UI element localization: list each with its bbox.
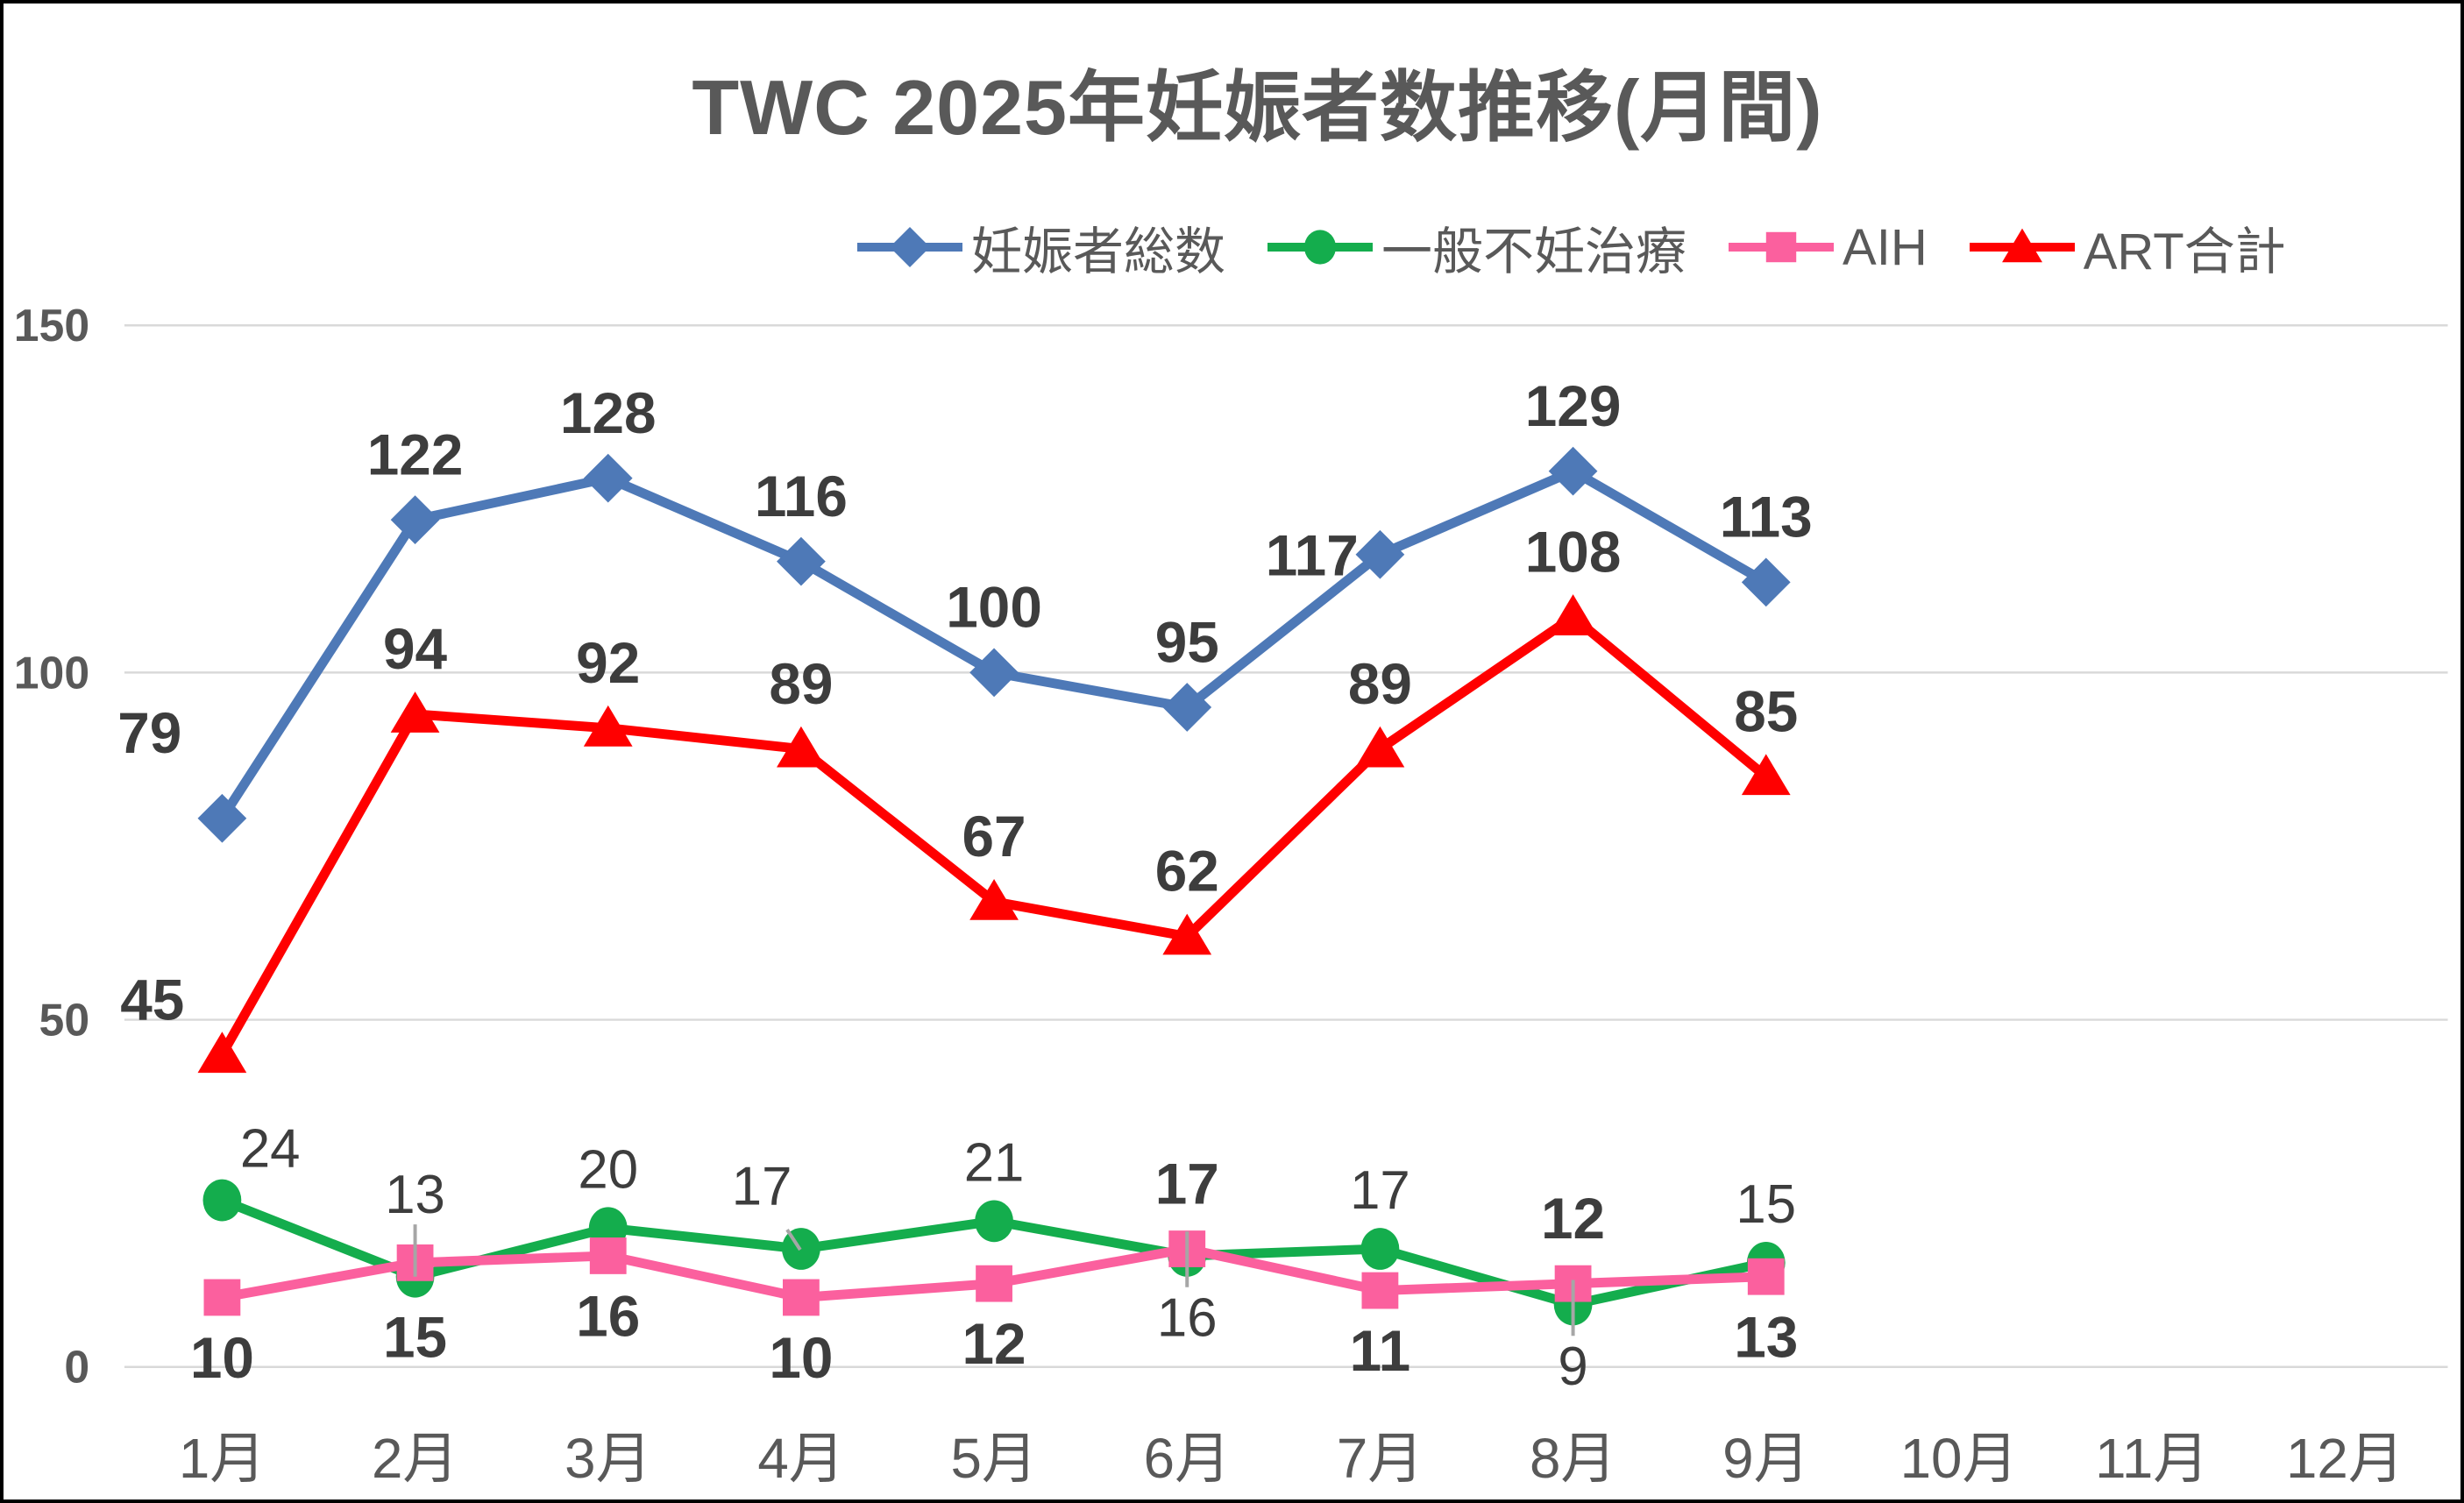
chart-legend: 妊娠者総数 一般不妊治療 AIH ART合計 [856, 210, 2286, 284]
series-ART合計 [197, 594, 1791, 1074]
svg-text:89: 89 [769, 652, 833, 716]
svg-text:116: 116 [755, 464, 848, 528]
svg-text:24: 24 [240, 1119, 301, 1180]
svg-text:12: 12 [1541, 1187, 1605, 1251]
svg-text:6月: 6月 [1144, 1428, 1231, 1490]
svg-text:122: 122 [367, 422, 464, 486]
svg-text:10: 10 [190, 1326, 254, 1390]
legend-item-label: 一般不妊治療 [1381, 223, 1687, 280]
svg-text:67: 67 [962, 805, 1026, 868]
svg-text:85: 85 [1734, 680, 1798, 744]
svg-text:100: 100 [946, 576, 1042, 640]
series-妊娠者総数 [197, 446, 1791, 843]
svg-text:150: 150 [14, 300, 89, 351]
legend-item-2: 一般不妊治療 [1266, 210, 1686, 284]
svg-text:9: 9 [1558, 1336, 1587, 1397]
legend-item-3: AIH [1727, 216, 1928, 278]
svg-text:108: 108 [1525, 520, 1622, 584]
svg-text:21: 21 [964, 1133, 1025, 1194]
legend-item-label: AIH [1843, 218, 1928, 276]
legend-item-4: ART合計 [1968, 210, 2286, 284]
svg-text:50: 50 [39, 994, 90, 1045]
chart-title: TWC 2025年妊娠者数推移(月間) [692, 64, 1823, 151]
svg-text:92: 92 [576, 631, 640, 695]
svg-text:16: 16 [576, 1285, 640, 1349]
svg-text:17: 17 [1350, 1160, 1410, 1221]
svg-text:20: 20 [578, 1139, 638, 1200]
svg-text:79: 79 [117, 701, 181, 765]
svg-text:11月: 11月 [2095, 1428, 2209, 1490]
legend-diamond-icon [857, 227, 962, 267]
svg-text:62: 62 [1155, 840, 1219, 904]
svg-text:15: 15 [383, 1305, 447, 1369]
legend-item-label: ART合計 [2083, 223, 2286, 280]
svg-text:45: 45 [120, 968, 184, 1032]
svg-text:10月: 10月 [1900, 1428, 2019, 1490]
svg-text:129: 129 [1525, 374, 1622, 438]
svg-text:16: 16 [1157, 1288, 1218, 1349]
svg-text:113: 113 [1720, 486, 1813, 549]
svg-text:128: 128 [560, 381, 657, 445]
svg-text:15: 15 [1736, 1174, 1796, 1235]
svg-text:89: 89 [1348, 652, 1412, 716]
svg-text:17: 17 [1155, 1152, 1219, 1216]
svg-text:17: 17 [732, 1156, 792, 1216]
svg-text:12月: 12月 [2286, 1428, 2404, 1490]
legend-item-label: 妊娠者総数 [971, 223, 1226, 280]
svg-text:9月: 9月 [1722, 1428, 1809, 1490]
svg-text:10: 10 [769, 1326, 833, 1390]
svg-text:13: 13 [385, 1165, 445, 1225]
svg-text:7月: 7月 [1337, 1428, 1424, 1490]
svg-text:95: 95 [1155, 610, 1219, 674]
svg-text:117: 117 [1266, 524, 1359, 588]
svg-text:12: 12 [962, 1312, 1026, 1376]
legend-triangle-icon [1969, 228, 2075, 263]
svg-text:5月: 5月 [951, 1428, 1038, 1490]
legend-circle-icon [1268, 230, 1374, 265]
legend-item-1: 妊娠者総数 [856, 210, 1225, 284]
svg-text:94: 94 [383, 617, 448, 681]
svg-text:13: 13 [1734, 1305, 1798, 1369]
gridlines [124, 324, 2448, 1368]
svg-text:1月: 1月 [179, 1428, 266, 1490]
svg-text:4月: 4月 [757, 1428, 844, 1490]
svg-text:0: 0 [64, 1342, 89, 1393]
y-axis-labels: 0 50 100 150 [14, 300, 89, 1392]
legend-square-icon [1729, 231, 1835, 263]
svg-text:2月: 2月 [372, 1428, 458, 1490]
x-axis-labels: 1月 2月 3月 4月 5月 6月 7月 8月 9月 10月 11月 12月 [179, 1428, 2404, 1490]
series-AIH [203, 1230, 1785, 1316]
label-leader-lines [413, 1224, 1575, 1336]
svg-text:8月: 8月 [1530, 1428, 1616, 1490]
svg-text:11: 11 [1350, 1319, 1410, 1383]
svg-text:3月: 3月 [565, 1428, 651, 1490]
chart-plot-canvas: 0 50 100 150 1月 2月 3月 4月 5月 6月 7月 8月 9月 10月 11月 12月 79 12… [14, 300, 2448, 1490]
svg-text:100: 100 [14, 647, 89, 698]
